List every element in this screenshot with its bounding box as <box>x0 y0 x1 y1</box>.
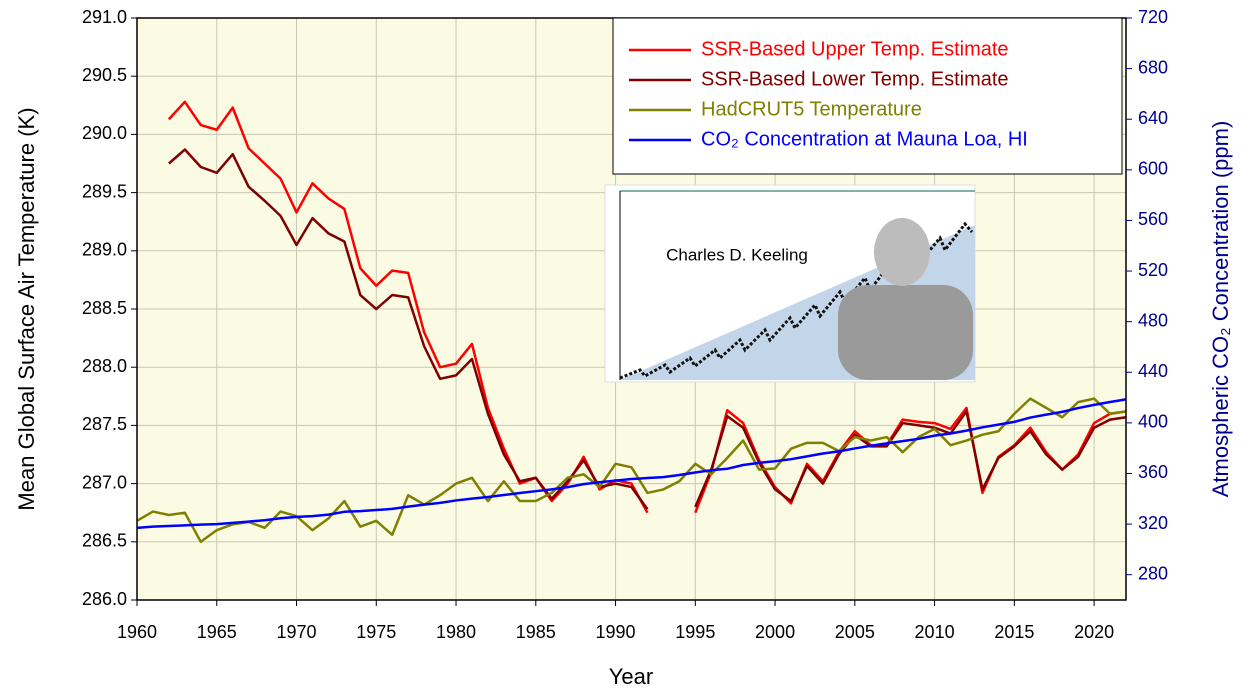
inset-label: Charles D. Keeling <box>666 245 808 264</box>
legend-box <box>612 17 1123 175</box>
legend-label: SSR-Based Lower Temp. Estimate <box>701 68 1009 90</box>
legend-label: HadCRUT5 Temperature <box>701 98 922 120</box>
x-tick-label: 1965 <box>197 622 237 642</box>
inset-person-body <box>838 285 973 380</box>
x-tick-label: 2010 <box>915 622 955 642</box>
series-line <box>136 397 1127 544</box>
y2-tick-label: 560 <box>1138 209 1168 229</box>
y-tick-label: 290.5 <box>82 65 127 85</box>
y2-tick-label: 640 <box>1138 108 1168 128</box>
x-tick-label: 1990 <box>596 622 636 642</box>
x-tick-label: 1960 <box>117 622 157 642</box>
x-tick-label: 2000 <box>755 622 795 642</box>
y2-tick-label: 400 <box>1138 412 1168 432</box>
x-tick-label: 1980 <box>436 622 476 642</box>
y-tick-label: 289.5 <box>82 181 127 201</box>
x-tick-label: 2015 <box>994 622 1034 642</box>
y-tick-label: 286.0 <box>82 589 127 609</box>
inset-person-head <box>874 218 930 286</box>
x-tick-label: 2005 <box>835 622 875 642</box>
x-tick-label: 1970 <box>276 622 316 642</box>
y2-tick-label: 360 <box>1138 462 1168 482</box>
y2-tick-label: 280 <box>1138 563 1168 583</box>
x-tick-label: 1985 <box>516 622 556 642</box>
y2-tick-label: 440 <box>1138 361 1168 381</box>
y2-tick-label: 680 <box>1138 57 1168 77</box>
y2-tick-label: 480 <box>1138 310 1168 330</box>
y2-axis-title: Atmospheric CO₂ Concentration (ppm) <box>1208 121 1233 498</box>
x-tick-label: 1975 <box>356 622 396 642</box>
x-axis-title: Year <box>609 664 653 689</box>
y2-tick-label: 320 <box>1138 513 1168 533</box>
y-tick-label: 291.0 <box>82 7 127 27</box>
y2-tick-label: 720 <box>1138 7 1168 27</box>
x-tick-label: 1995 <box>675 622 715 642</box>
legend-label: SSR-Based Upper Temp. Estimate <box>701 38 1009 60</box>
y-tick-label: 286.5 <box>82 531 127 551</box>
y2-tick-label: 520 <box>1138 260 1168 280</box>
series-line <box>136 398 1127 530</box>
inset-photo: Charles D. Keeling <box>604 184 976 383</box>
y-tick-label: 288.0 <box>82 356 127 376</box>
y2-tick-label: 600 <box>1138 159 1168 179</box>
y-tick-label: 288.5 <box>82 298 127 318</box>
series-line <box>168 148 1127 510</box>
y-axis-title: Mean Global Surface Air Temperature (K) <box>14 107 39 510</box>
y-tick-label: 290.0 <box>82 123 127 143</box>
x-tick-label: 2020 <box>1074 622 1114 642</box>
y-tick-label: 287.5 <box>82 414 127 434</box>
legend-label: CO₂ Concentration at Mauna Loa, HI <box>701 128 1028 150</box>
y-tick-label: 289.0 <box>82 240 127 260</box>
y-tick-label: 287.0 <box>82 472 127 492</box>
